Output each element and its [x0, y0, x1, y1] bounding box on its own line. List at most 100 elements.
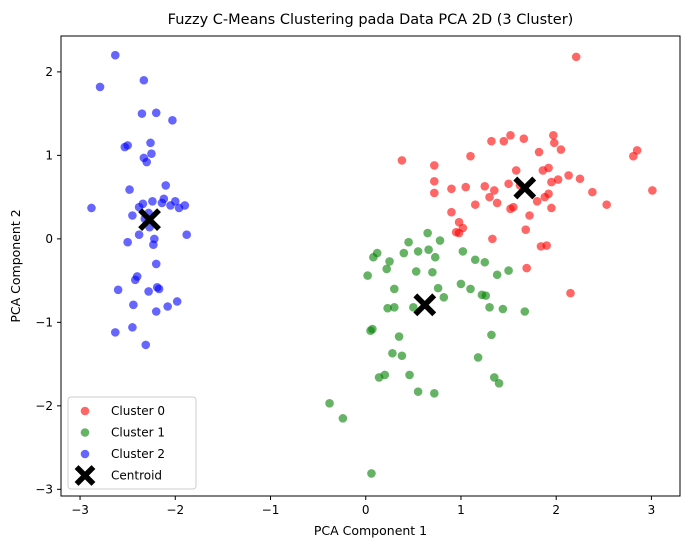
cluster-2-point: [170, 196, 180, 206]
legend-marker-2: [80, 449, 90, 459]
cluster-2-point: [172, 297, 182, 306]
y-axis-label: PCA Component 2: [8, 209, 23, 322]
cluster-0-point: [547, 177, 556, 187]
cluster-2-point: [113, 285, 123, 295]
cluster-0-point: [549, 138, 559, 148]
y-tick-label: −3: [35, 482, 53, 496]
cluster-1-point: [504, 266, 513, 275]
cluster-2-point: [147, 149, 156, 159]
cluster-1-point: [390, 284, 399, 294]
legend-label-0: Cluster 0: [111, 404, 165, 418]
cluster-1-point: [481, 291, 491, 300]
cluster-2-point: [146, 138, 155, 148]
cluster-2-point: [182, 230, 192, 239]
cluster-1-point: [456, 279, 466, 289]
cluster-0-point: [499, 136, 509, 146]
cluster-1-point: [439, 293, 449, 302]
x-tick-label: −3: [71, 503, 89, 517]
y-axis: −3 −2 −1 0 1 2: [35, 65, 61, 496]
x-tick-label: 3: [648, 503, 656, 517]
cluster-0-point: [509, 202, 518, 212]
cluster-0-point: [492, 198, 502, 208]
cluster-1-point: [363, 271, 372, 280]
centroid-marker: [513, 176, 537, 200]
cluster-2-point: [134, 230, 144, 239]
cluster-0-point: [544, 189, 553, 199]
cluster-0-point: [461, 182, 471, 192]
cluster-1-point: [473, 353, 483, 362]
cluster-0-point: [480, 181, 490, 191]
cluster-1-point: [430, 252, 440, 262]
cluster-2-point: [141, 340, 151, 350]
legend-label-2: Cluster 2: [111, 447, 165, 461]
cluster-1-point: [413, 247, 423, 256]
x-tick-label: 2: [552, 503, 560, 517]
cluster-0-point: [542, 241, 551, 250]
cluster-1-point: [433, 283, 443, 293]
cluster-0-point: [532, 196, 542, 206]
points-layer: [87, 50, 657, 478]
legend-box: [67, 396, 197, 490]
cluster-0-point: [575, 174, 585, 184]
cluster-1-point: [368, 324, 377, 334]
cluster-0-point: [506, 131, 515, 140]
cluster-0-point: [648, 186, 657, 195]
cluster-2-point: [87, 203, 96, 213]
cluster-2-point: [129, 300, 138, 310]
cluster-2-point: [125, 185, 134, 194]
x-tick-label: −1: [262, 503, 280, 517]
cluster-1-point: [520, 307, 530, 316]
centroid-layer: [138, 176, 537, 317]
cluster-2-point: [110, 50, 120, 60]
cluster-2-point: [128, 211, 137, 220]
cluster-0-point: [447, 207, 456, 217]
cluster-0-point: [522, 263, 531, 273]
cluster-0-point: [397, 156, 407, 165]
cluster-2-point: [123, 237, 132, 247]
cluster-1-point: [480, 257, 490, 267]
cluster-1-point: [382, 264, 391, 274]
cluster-2-point: [142, 157, 152, 167]
cluster-0-point: [488, 234, 497, 244]
chart-title: Fuzzy C-Means Clustering pada Data PCA 2…: [168, 12, 574, 28]
cluster-0-point: [490, 186, 499, 195]
centroid-marker: [413, 293, 437, 317]
cluster-2-point: [151, 307, 161, 316]
y-tick-label: 0: [45, 232, 53, 246]
cluster-1-point: [428, 267, 437, 277]
cluster-1-point: [383, 303, 392, 313]
cluster-2-point: [144, 287, 153, 296]
cluster-1-point: [435, 236, 445, 245]
cluster-0-point: [588, 187, 597, 197]
legend-centroid-marker: [74, 465, 96, 486]
cluster-1-point: [390, 303, 399, 312]
cluster-0-point: [521, 225, 531, 234]
x-tick-label: 0: [362, 503, 370, 517]
x-tick-label: −2: [166, 503, 184, 517]
cluster-1-point: [325, 399, 334, 408]
cluster-1-point: [466, 284, 475, 294]
cluster-2-point: [132, 272, 142, 281]
cluster-0-point: [519, 134, 529, 143]
cluster-0-point: [430, 188, 439, 198]
cluster-2-point: [110, 328, 120, 337]
cluster-0-point: [571, 52, 581, 62]
cluster-1-point: [397, 351, 407, 361]
legend: Cluster 0 Cluster 1 Cluster 2 Centroid: [67, 396, 197, 490]
cluster-0-point: [566, 288, 575, 298]
cluster-0-point: [504, 179, 513, 189]
plot-frame: [60, 35, 681, 497]
legend-marker-1: [80, 428, 90, 437]
x-tick-label: 1: [457, 503, 465, 517]
centroid-marker: [138, 208, 161, 232]
cluster-0-point: [632, 146, 642, 155]
cluster-0-point: [547, 203, 556, 213]
cluster-0-point: [470, 200, 480, 209]
cluster-2-point: [137, 109, 147, 118]
cluster-1-point: [399, 248, 409, 258]
cluster-0-point: [430, 161, 439, 170]
cluster-2-point: [148, 196, 157, 206]
cluster-1-point: [409, 303, 418, 312]
cluster-1-point: [405, 370, 414, 380]
